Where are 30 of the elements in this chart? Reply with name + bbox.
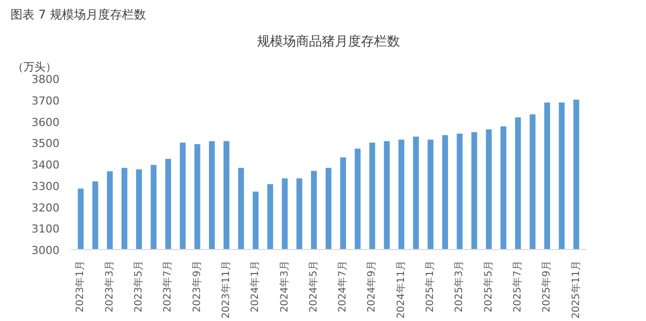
- x-tick-label: 2023年1月: [74, 260, 86, 312]
- y-tick-label: 3000: [32, 244, 60, 257]
- y-tick-label: 3700: [32, 94, 60, 108]
- x-tick-label: 2024年5月: [307, 260, 320, 312]
- x-tick-label: 2024年9月: [366, 260, 378, 312]
- y-axis-title: （万头）: [12, 60, 56, 74]
- x-tick-label: 2025年7月: [511, 260, 524, 312]
- x-tick-label: 2025年1月: [424, 260, 436, 312]
- x-tick-label: 2025年11月: [570, 260, 582, 319]
- y-tick-label: 3800: [32, 73, 60, 86]
- text: 图表 7 规模场月度存栏数: [10, 8, 146, 22]
- x-tick-label: 2024年11月: [394, 260, 407, 319]
- x-tick-label: 2023年9月: [190, 260, 203, 312]
- y-tick-label: 3500: [32, 137, 60, 150]
- y-tick-label: 3100: [32, 222, 60, 236]
- x-tick-label: 2023年5月: [132, 260, 145, 312]
- y-tick-label: 3200: [32, 201, 60, 214]
- x-tick-label: 2025年9月: [540, 260, 553, 312]
- x-tick-label: 2025年5月: [482, 260, 494, 312]
- x-tick-label: 2023年11月: [220, 260, 232, 319]
- y-tick-label: 3300: [32, 180, 60, 193]
- x-tick-label: 2023年7月: [162, 260, 174, 312]
- x-tick-label: 2024年3月: [278, 260, 290, 312]
- x-tick-label: 2024年7月: [336, 260, 349, 312]
- chart-title: 规模场商品猪月度存栏数: [257, 34, 400, 48]
- x-tick-label: 2025年3月: [453, 260, 466, 312]
- y-tick-label: 3600: [32, 116, 60, 129]
- x-tick-label: 2023年3月: [103, 260, 116, 312]
- x-tick-label: 2024年1月: [249, 260, 262, 312]
- y-tick-label: 3400: [32, 158, 60, 172]
